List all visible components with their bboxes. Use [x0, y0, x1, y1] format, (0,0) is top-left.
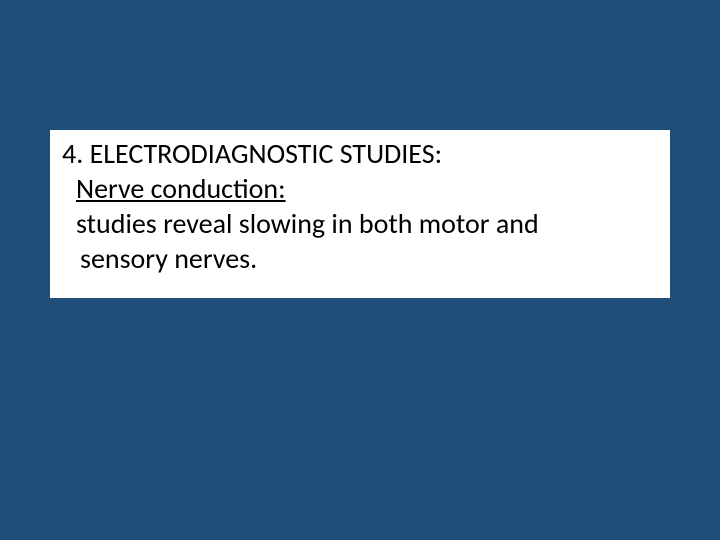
body-line-2: sensory nerves. [80, 241, 662, 276]
heading-text: 4. ELECTRODIAGNOSTIC STUDIES: [62, 136, 662, 171]
content-box: 4. ELECTRODIAGNOSTIC STUDIES: Nerve cond… [50, 130, 670, 298]
slide-background: 4. ELECTRODIAGNOSTIC STUDIES: Nerve cond… [0, 0, 720, 540]
subheading-text: Nerve conduction: [76, 171, 286, 206]
subheading-wrapper: Nerve conduction: [58, 171, 662, 206]
body-line-1: studies reveal slowing in both motor and [76, 206, 662, 241]
